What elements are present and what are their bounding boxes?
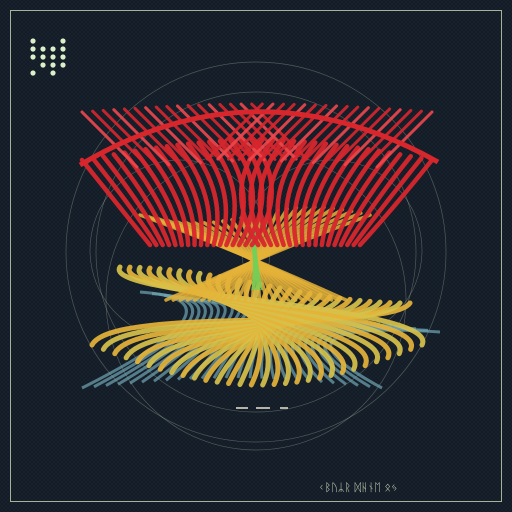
- upper-ribbon: [175, 142, 212, 248]
- upper-rim-strand: [375, 110, 434, 169]
- logo-dot: [50, 46, 56, 52]
- upper-ribbon: [164, 143, 204, 248]
- logo-dot: [50, 70, 56, 76]
- upper-rim-strand: [301, 105, 360, 164]
- upper-ribbon: [283, 140, 318, 248]
- upper-ribbon: [266, 138, 297, 248]
- frame-border: [10, 10, 502, 502]
- guide-circle: [95, 91, 417, 413]
- upper-rim-strand: [186, 103, 245, 162]
- upper-ribbon: [306, 143, 350, 248]
- upper-ribbon: [111, 152, 172, 248]
- upper-rim-strand: [154, 105, 213, 164]
- core-accent: [254, 229, 263, 291]
- upper-rim-strand: [91, 109, 150, 168]
- logo-dot: [30, 70, 36, 76]
- ribbon-sculpture: [78, 102, 441, 390]
- upper-ribbon: [345, 153, 414, 248]
- logo-dot: [30, 46, 36, 52]
- logo-dot: [50, 54, 56, 60]
- upper-ribbon: [338, 152, 403, 248]
- upper-rim-strand: [311, 106, 370, 165]
- logo-dot: [50, 62, 56, 68]
- lower-ribbon: [117, 264, 425, 348]
- signature-glyphs: ᚲᛒᚢᛦᚱ ᛞᚺᚾᛖ ᛟᛃ: [318, 481, 398, 494]
- upper-ribbon: [90, 155, 159, 248]
- logo-dot: [30, 54, 36, 60]
- logo-dot: [60, 46, 66, 52]
- logo-dot: [60, 38, 66, 44]
- upper-rim-strand: [333, 107, 392, 166]
- logo-dot: [40, 46, 46, 52]
- upper-ribbon: [100, 153, 165, 248]
- logo-dot: [60, 62, 66, 68]
- upper-ribbon: [357, 157, 435, 248]
- upper-ribbon: [207, 139, 237, 248]
- upper-rim-strand: [290, 104, 349, 163]
- logo-dot: [30, 38, 36, 44]
- logo-dot: [60, 54, 66, 60]
- upper-rim-strand: [280, 104, 339, 163]
- upper-rim-strand: [144, 106, 203, 165]
- guide-circle: [65, 61, 447, 443]
- upper-rim: [78, 109, 440, 168]
- middle-ribbon: [164, 213, 372, 302]
- upper-ribbon: [291, 141, 329, 248]
- upper-ribbon: [275, 139, 307, 248]
- upper-rim-strand: [133, 106, 192, 165]
- upper-ribbon: [196, 140, 229, 248]
- upper-ribbon: [351, 155, 424, 248]
- upper-rim-strand: [80, 110, 139, 169]
- dot-grid-logo: [30, 38, 66, 76]
- upper-rim-strand: [122, 107, 181, 166]
- upper-rim-strand: [343, 108, 402, 167]
- upper-ribbon: [299, 142, 339, 248]
- logo-dot: [40, 62, 46, 68]
- logo-dot: [40, 54, 46, 60]
- upper-rim-strand: [322, 106, 381, 165]
- upper-ribbon: [185, 141, 220, 248]
- upper-ribbon: [79, 157, 153, 248]
